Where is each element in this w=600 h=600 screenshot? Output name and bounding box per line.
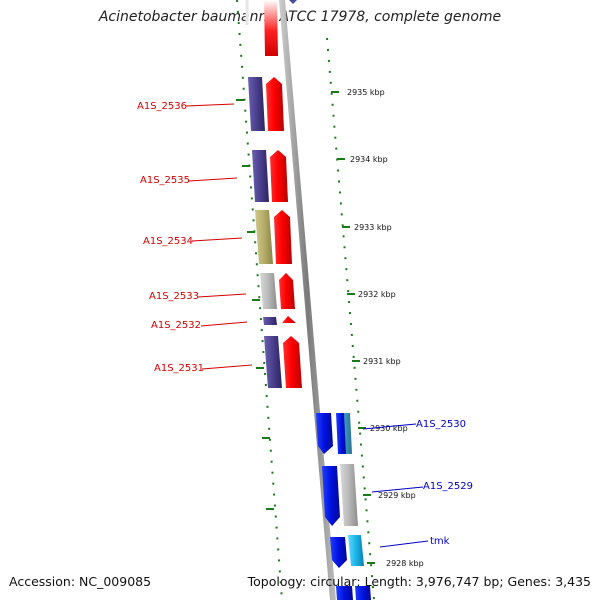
- gene-A1S_2531[interactable]: A1S_2531: [154, 336, 302, 388]
- gene-block: [340, 464, 358, 526]
- gene-A1S_2533[interactable]: A1S_2533: [149, 273, 295, 309]
- gene-label-leader: [201, 364, 253, 370]
- gene-label: tmk: [430, 536, 450, 547]
- tick-label: 2932 kbp: [358, 290, 396, 299]
- forward-gene-arrow: [330, 537, 347, 568]
- gene-A1S_2530[interactable]: A1S_2530: [316, 413, 466, 454]
- partial-gene-top: [245, 0, 297, 56]
- gene-label: A1S_2530: [416, 419, 466, 430]
- gene-A1S_2535[interactable]: A1S_2535: [140, 150, 288, 202]
- gene-label-leader: [200, 321, 248, 327]
- gene-label: A1S_2536: [137, 101, 187, 112]
- reverse-gene-arrow: [266, 77, 284, 131]
- map-title: Acinetobacter baumannii ATCC 17978, comp…: [98, 9, 502, 25]
- tick-label: 2933 kbp: [354, 223, 392, 232]
- gene-block: [260, 273, 277, 309]
- gene-label-leader: [379, 540, 429, 548]
- gene-A1S_2534[interactable]: A1S_2534: [143, 210, 292, 264]
- gene-label: A1S_2532: [151, 320, 201, 331]
- gene-label: A1S_2533: [149, 291, 199, 302]
- tick-label: 2931 kbp: [363, 357, 401, 366]
- gene-label-leader: [371, 486, 424, 493]
- gene-block: [336, 413, 347, 454]
- gene-label-leader: [191, 237, 243, 242]
- major-ticks: [236, 91, 375, 564]
- gene-label: A1S_2529: [423, 481, 473, 492]
- gene-label-leader: [362, 423, 417, 430]
- gene-block: [348, 535, 364, 566]
- tick-label: 2935 kbp: [347, 88, 385, 97]
- tick-label: 2928 kbp: [386, 559, 424, 568]
- tick-label: 2934 kbp: [350, 155, 388, 164]
- tick-label: 2930 kbp: [370, 424, 408, 433]
- gene-A1S_2532[interactable]: A1S_2532: [151, 316, 296, 331]
- topology-text: Topology: circular; Length: 3,976,747 bp…: [247, 574, 591, 589]
- gene-block: [263, 317, 277, 325]
- tick-label: 2929 kbp: [378, 491, 416, 500]
- reverse-gene-arrow: [283, 336, 302, 388]
- gene-block: [264, 336, 282, 388]
- gene-block: [248, 77, 265, 131]
- reverse-gene-arrow: [282, 316, 296, 323]
- gene-A1S_2536[interactable]: A1S_2536: [137, 77, 284, 131]
- gene-tmk[interactable]: tmk: [330, 535, 450, 568]
- gene-label-leader: [185, 103, 235, 107]
- gene-A1S_2529[interactable]: A1S_2529: [322, 464, 473, 526]
- reverse-gene-arrow: [279, 273, 295, 309]
- forward-gene-arrow: [316, 413, 333, 454]
- gene-block: [252, 150, 269, 202]
- forward-gene-arrow: [322, 466, 340, 526]
- gene-label-leader: [188, 177, 238, 182]
- gene-block: [255, 210, 273, 264]
- partial-gene-bottom: [336, 586, 371, 600]
- inner-tick-track: [236, 0, 283, 600]
- reverse-gene-arrow: [270, 150, 288, 202]
- reverse-gene-arrow: [274, 210, 292, 264]
- gene-label-leader: [197, 293, 247, 298]
- gene-block: [344, 413, 352, 454]
- gene-label: A1S_2531: [154, 363, 204, 374]
- gene-label: A1S_2534: [143, 236, 193, 247]
- accession-text: Accession: NC_009085: [9, 574, 152, 589]
- gene-label: A1S_2535: [140, 175, 190, 186]
